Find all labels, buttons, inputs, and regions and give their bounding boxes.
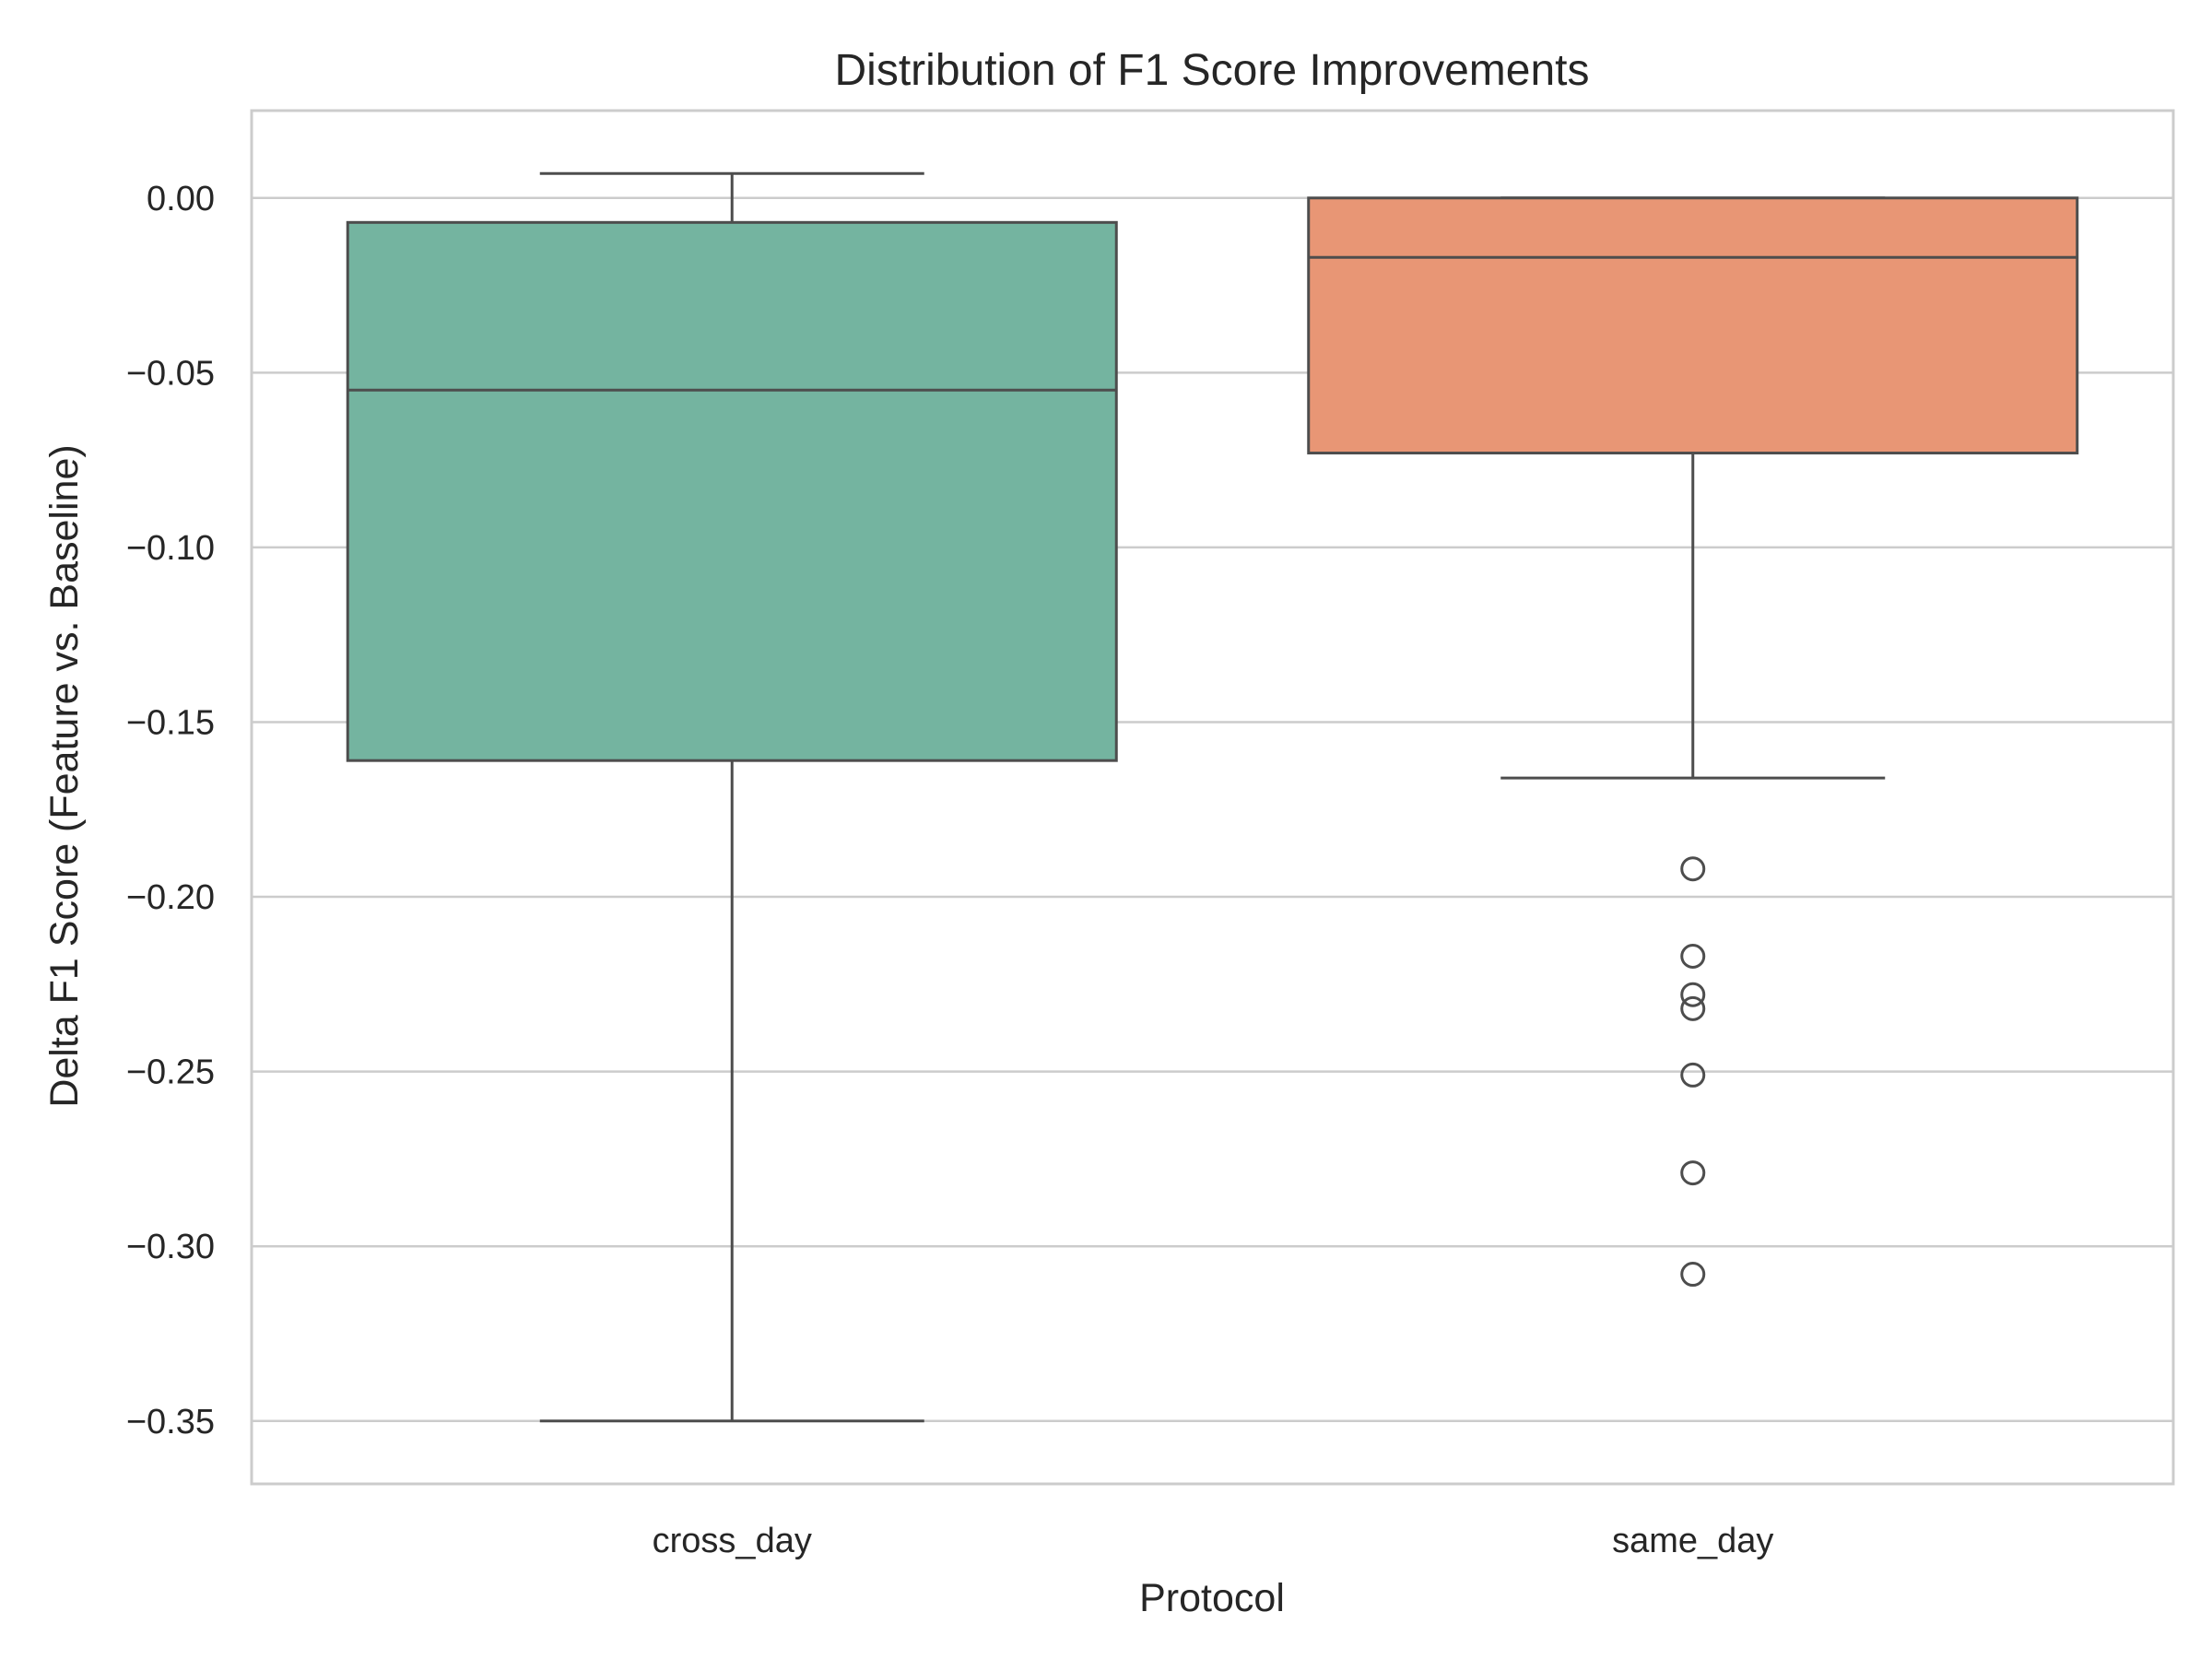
outlier-point [1680, 982, 1706, 1007]
y-tick-label: −0.05 [126, 354, 215, 393]
x-axis-label: Protocol [1139, 1576, 1285, 1620]
y-tick-label: −0.25 [126, 1053, 215, 1092]
boxes [346, 171, 2079, 1423]
outlier-point [1680, 1262, 1706, 1288]
x-tick-labels: cross_day same_day [653, 1522, 1774, 1560]
x-tick-label: cross_day [653, 1522, 812, 1560]
outlier-point [1680, 995, 1706, 1021]
outlier-point [1680, 1062, 1706, 1088]
box-iqr [1307, 196, 2079, 455]
y-axis-label: Delta F1 Score (Feature vs. Baseline) [42, 444, 87, 1107]
chart-title: Distribution of F1 Score Improvements [835, 46, 1590, 95]
y-tick-label: −0.15 [126, 703, 215, 742]
y-tick-label: 0.00 [147, 180, 215, 218]
box-iqr [346, 220, 1118, 762]
x-tick-label: same_day [1612, 1522, 1773, 1560]
box-group-cross_day [346, 171, 1118, 1423]
outlier-point [1680, 1160, 1706, 1186]
plot-frame [250, 109, 2175, 1486]
box-group-same_day [1307, 196, 2079, 1288]
y-tick-label: −0.20 [126, 878, 215, 917]
outlier-point [1680, 856, 1706, 882]
y-tick-label: −0.10 [126, 529, 215, 568]
y-tick-labels: 0.00 −0.05 −0.10 −0.15 −0.20 −0.25 −0.30 −0.35 [126, 180, 215, 1441]
y-tick-label: −0.35 [126, 1403, 215, 1441]
outlier-point [1680, 944, 1706, 970]
y-tick-label: −0.30 [126, 1228, 215, 1266]
